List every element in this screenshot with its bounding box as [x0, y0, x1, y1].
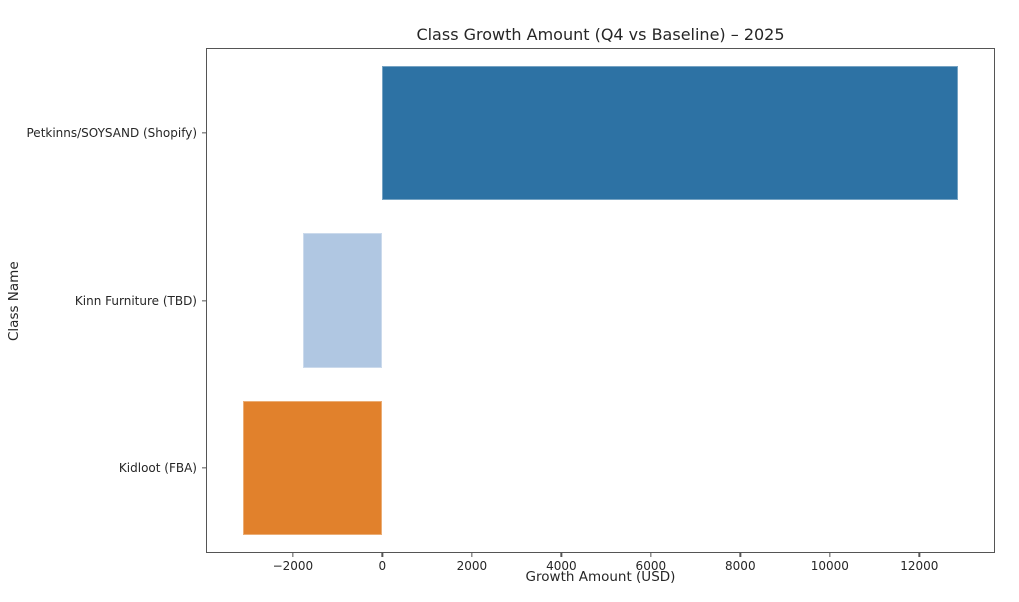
chart-title: Class Growth Amount (Q4 vs Baseline) – 2… — [416, 25, 785, 44]
y-tick-label-kidloot-fba: Kidloot (FBA) — [118, 461, 197, 476]
bar-kidloot-fba — [242, 401, 383, 536]
y-axis-label: Class Name — [6, 261, 22, 341]
x-tick-label-4000: 4000 — [546, 559, 577, 573]
y-tick-mark — [202, 299, 206, 302]
x-tick-label-0: 0 — [378, 559, 387, 573]
y-tick-mark — [202, 467, 206, 469]
bar-kinn-furniture-tbd — [303, 233, 383, 368]
x-tick-label-10000: 10000 — [810, 559, 849, 573]
y-tick-label-kinn-furniture-tbd: Kinn Furniture (TBD) — [74, 293, 197, 308]
x-tick-label-2000: 2000 — [456, 559, 488, 573]
x-tick-mark — [381, 553, 384, 557]
x-tick-mark — [650, 553, 652, 557]
x-tick-label-6000: 6000 — [635, 559, 667, 573]
x-tick-label-12000: 12000 — [900, 559, 939, 573]
x-tick-mark — [739, 553, 741, 557]
x-tick-label-neg2000: −2000 — [272, 559, 314, 573]
x-tick-label-8000: 8000 — [725, 559, 756, 573]
y-tick-label-petkinns-soysand-shopify: Petkinns/SOYSAND (Shopify) — [26, 125, 198, 140]
bar-petkinns-soysand-shopify — [382, 65, 959, 200]
x-axis-label: Growth Amount (USD) — [525, 569, 676, 585]
x-tick-mark — [829, 553, 831, 557]
x-tick-mark — [560, 553, 562, 557]
x-tick-mark — [918, 553, 920, 557]
x-tick-mark — [292, 553, 294, 557]
plot-area: Petkinns/SOYSAND (Shopify) Kinn Furniture… — [27, 48, 995, 572]
x-tick-mark — [471, 553, 473, 557]
y-tick-mark — [202, 132, 206, 134]
